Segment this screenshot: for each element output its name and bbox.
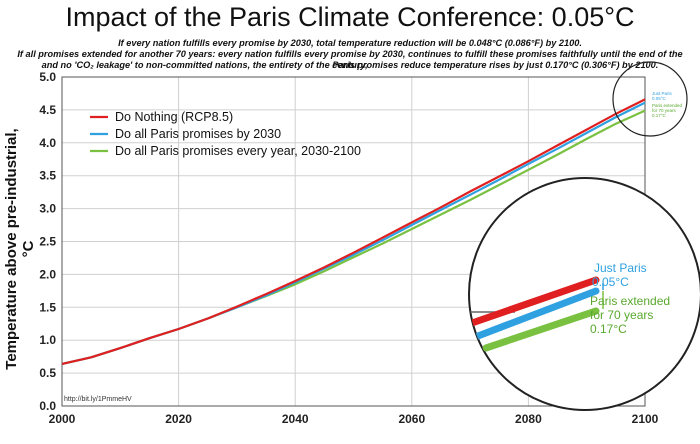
label-just-paris: Just Paris [594, 261, 647, 275]
zoom-inset: Just Paris 0.05°C Paris extended for 70 … [468, 177, 700, 411]
y-tick-label: 4.5 [39, 103, 56, 117]
y-tick-label: 3.5 [39, 169, 56, 183]
y-tick-label: 5.0 [39, 70, 56, 84]
mini-label-extended-value: 0.17°C [652, 113, 667, 118]
chart-subtitle-line-1: If every nation fulfills every promise b… [118, 38, 582, 48]
x-tick-label: 2060 [398, 412, 425, 426]
highlight-circle [612, 61, 688, 137]
y-tick-label: 1.0 [39, 333, 56, 347]
series-line-0 [61, 98, 646, 365]
y-tick-label: 0.5 [39, 366, 56, 380]
legend-label-0: Do Nothing (RCP8.5) [115, 110, 233, 124]
x-tick-label: 2000 [49, 412, 76, 426]
chart-title: Impact of the Paris Climate Conference: … [65, 2, 635, 32]
y-tick-label: 0.0 [39, 399, 56, 413]
y-tick-label: 2.0 [39, 267, 56, 281]
label-extended-value: 0.17°C [590, 322, 627, 336]
label-paris-extended: Paris extended [590, 294, 670, 308]
zoom-line-do-nothing [469, 276, 600, 327]
mini-label-just-paris-value: 0.05°C [652, 96, 667, 101]
mini-label-paris-extended: Paris extended [652, 103, 683, 108]
x-tick-label: 2040 [282, 412, 309, 426]
label-for-70-years: for 70 years [590, 308, 653, 322]
x-axis-ticks: 2000 2020 2040 2060 2080 2100 [49, 412, 659, 426]
zoom-line-paris-2100 [482, 307, 600, 352]
y-tick-label: 1.5 [39, 300, 56, 314]
x-tick-label: 2100 [632, 412, 659, 426]
x-tick-label: 2020 [165, 412, 192, 426]
y-tick-label: 3.0 [39, 202, 56, 216]
y-tick-label: 4.0 [39, 136, 56, 150]
mini-label-for-70-years: for 70 years [652, 108, 677, 113]
legend-label-2: Do all Paris promises every year, 2030-2… [115, 144, 361, 158]
label-just-paris-value: 0.05°C [592, 275, 629, 289]
series-lines [61, 98, 646, 365]
mini-label-just-paris: Just Paris [652, 91, 673, 96]
legend-label-1: Do all Paris promises by 2030 [115, 127, 281, 141]
chart-subtitle-line-2: If all promises extended for another 70 … [17, 49, 683, 70]
zoom-line-paris-2030 [474, 287, 600, 340]
y-axis-ticks: 0.0 0.5 1.0 1.5 2.0 2.5 3.0 3.5 4.0 4.5 5.0 [39, 70, 56, 413]
legend: Do Nothing (RCP8.5) Do all Paris promises… [90, 110, 361, 158]
source-url: http://bit.ly/1PmmeHV [64, 396, 132, 403]
x-tick-label: 2080 [515, 412, 542, 426]
chart-subtitle-line-3: and no 'CO₂ leakage' to non-committed na… [41, 60, 659, 70]
y-tick-label: 2.5 [39, 235, 56, 249]
